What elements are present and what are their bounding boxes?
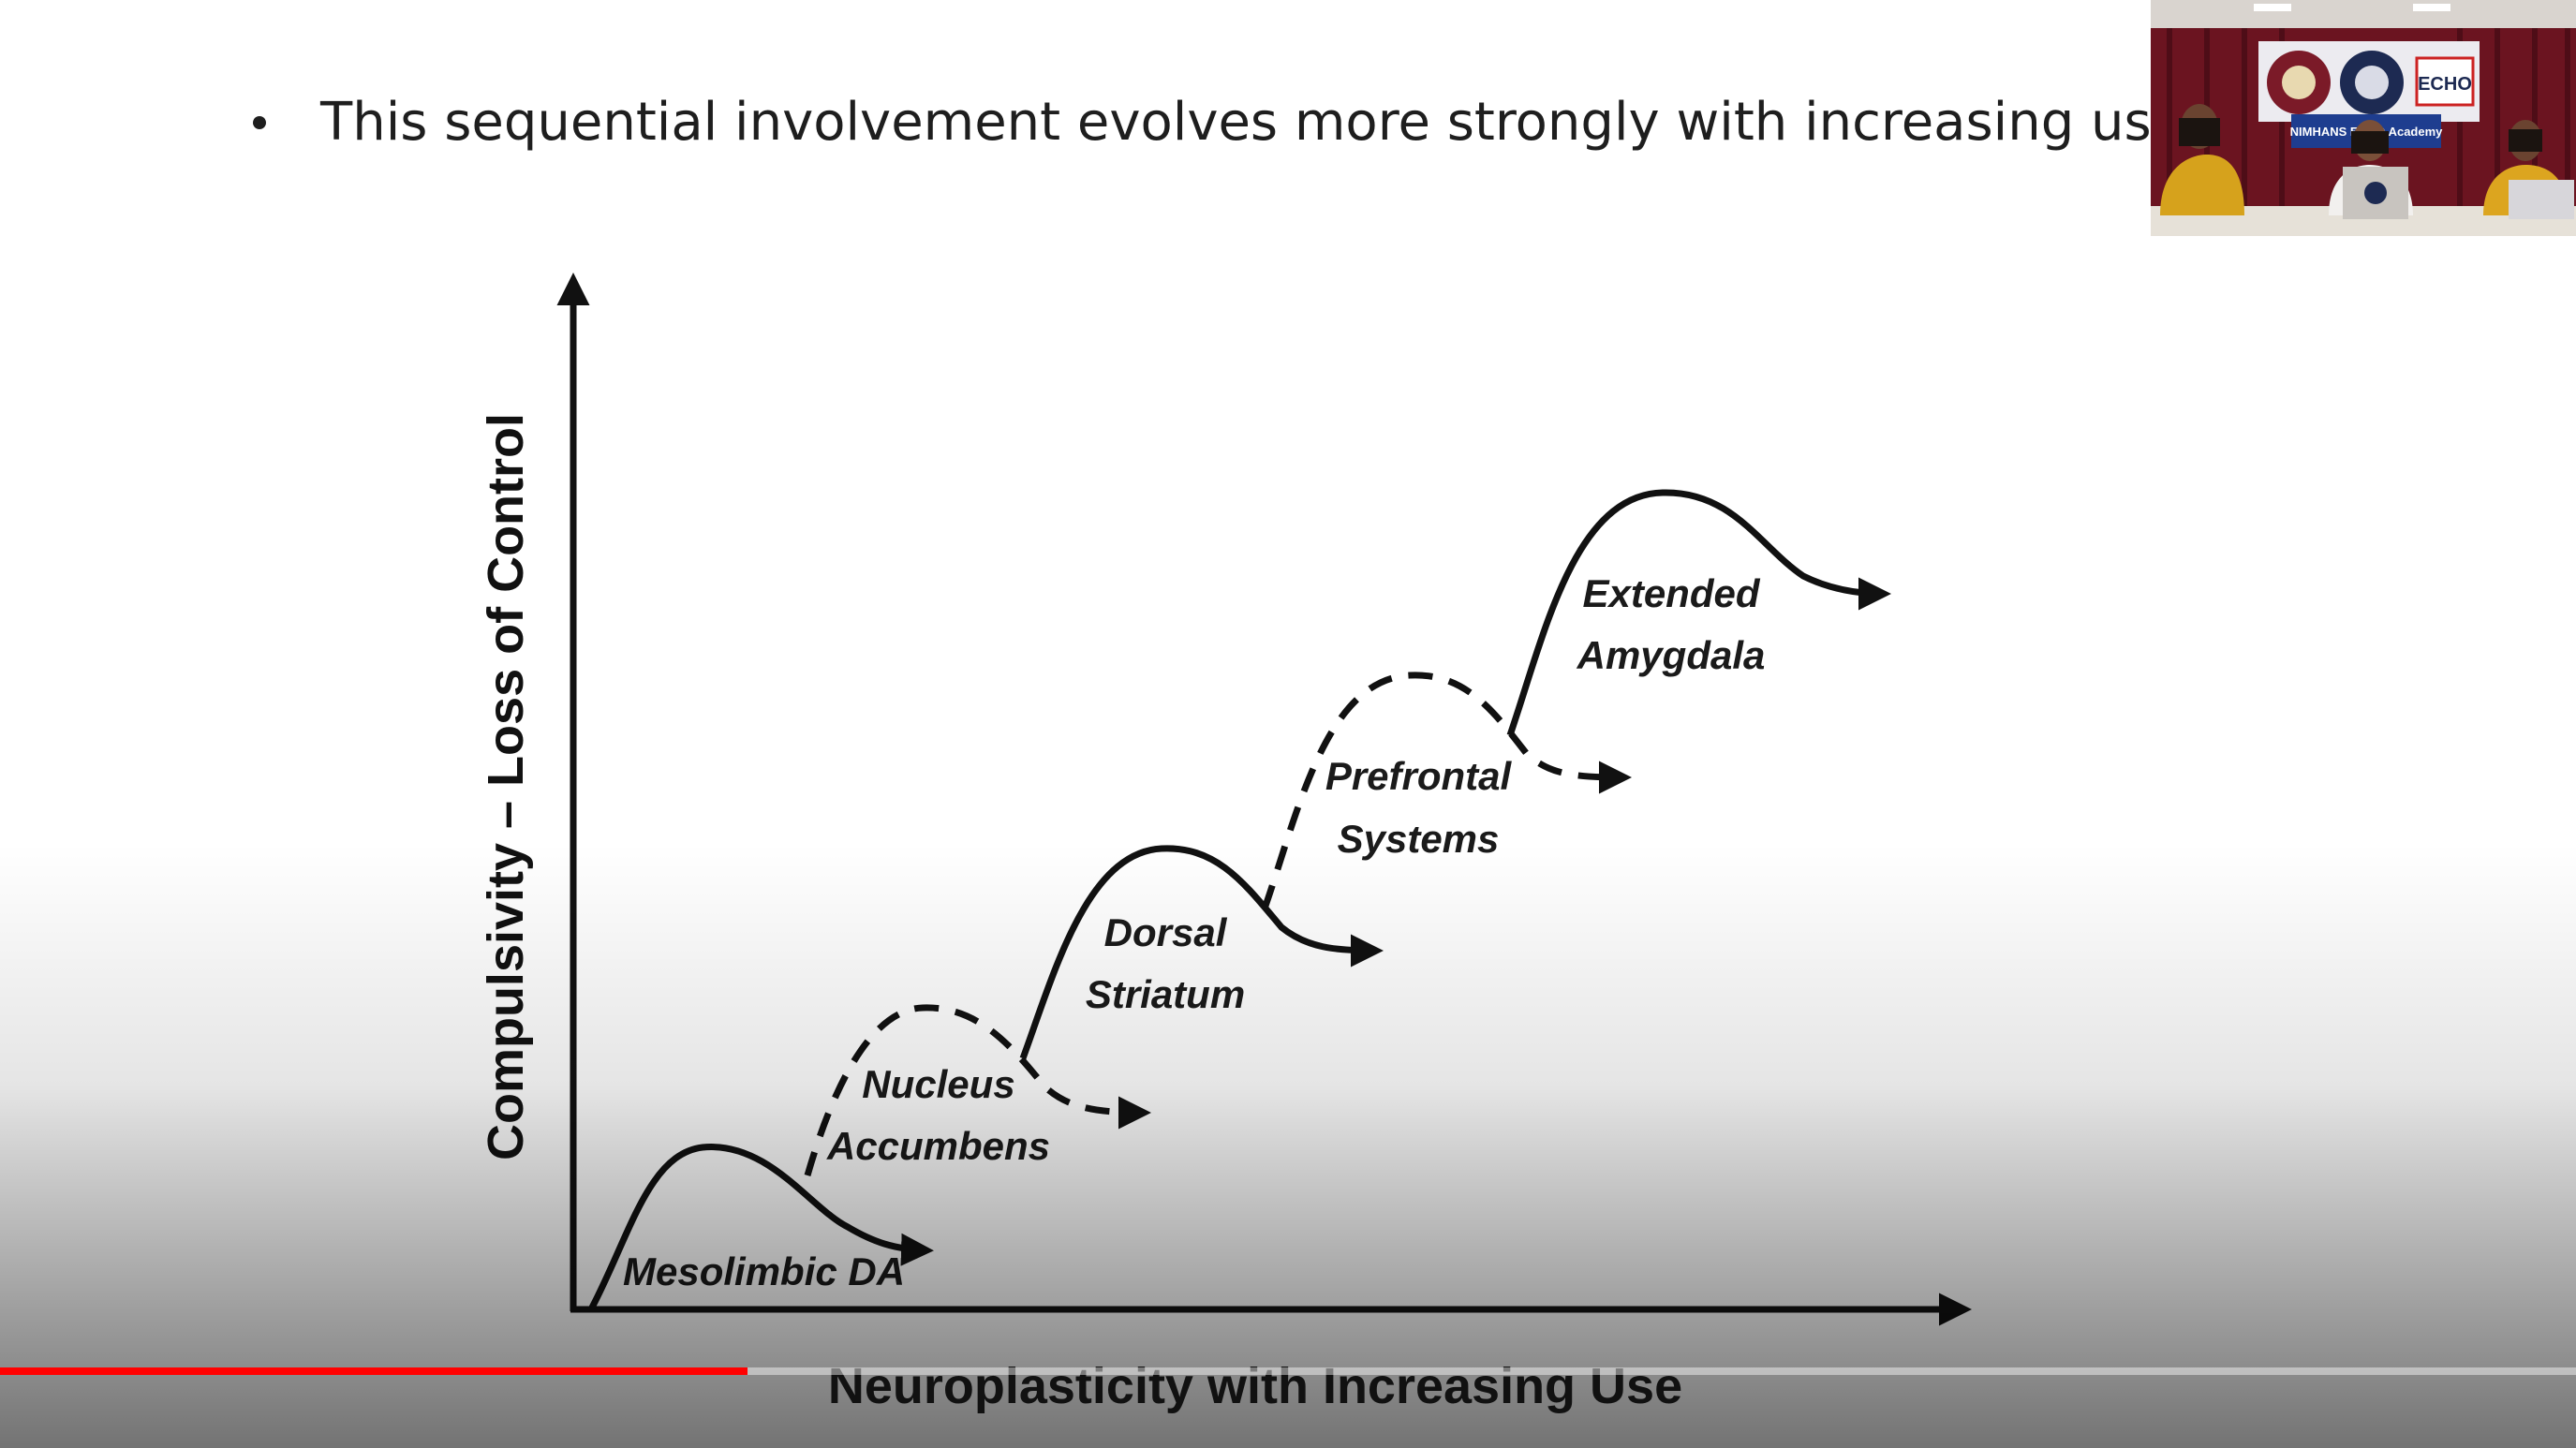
video-progress-played <box>0 1367 748 1375</box>
video-progress-bar[interactable] <box>0 1367 2576 1375</box>
bullet-point: This sequential involvement evolves more… <box>253 92 2184 153</box>
echo-logo-text: ECHO <box>2418 74 2472 95</box>
y-axis-title: Compulsivity – Loss of Control <box>478 413 534 1160</box>
stage-label-prefrontal-systems-line1: Prefrontal <box>1325 754 1513 798</box>
stage-label-extended-amygdala-line2: Amygdala <box>1577 633 1766 677</box>
stage-label-nucleus-accumbens-line1: Nucleus <box>862 1062 1014 1106</box>
webcam-overlay: ECHO NIMHANS ECHO Academy <box>2151 0 2576 236</box>
bullet-dot-icon <box>253 115 266 129</box>
echo-logo-icon <box>2415 56 2475 107</box>
stage-label-dorsal-striatum-line2: Striatum <box>1086 972 1245 1016</box>
stage-label-dorsal-striatum-line1: Dorsal <box>1104 910 1228 954</box>
stage-label-extended-amygdala-line1: Extended <box>1582 571 1760 615</box>
webcam-scene: ECHO NIMHANS ECHO Academy <box>2151 0 2576 236</box>
stage-label-mesolimbic-da: Mesolimbic DA <box>623 1249 905 1293</box>
stage-label-prefrontal-systems-line2: Systems <box>1338 817 1500 861</box>
stage-label-nucleus-accumbens-line2: Accumbens <box>826 1124 1050 1168</box>
bullet-text: This sequential involvement evolves more… <box>320 92 2184 153</box>
stage-curve-extended-amygdala <box>1506 489 1891 737</box>
stage-curve-prefrontal-systems <box>1261 672 1632 910</box>
